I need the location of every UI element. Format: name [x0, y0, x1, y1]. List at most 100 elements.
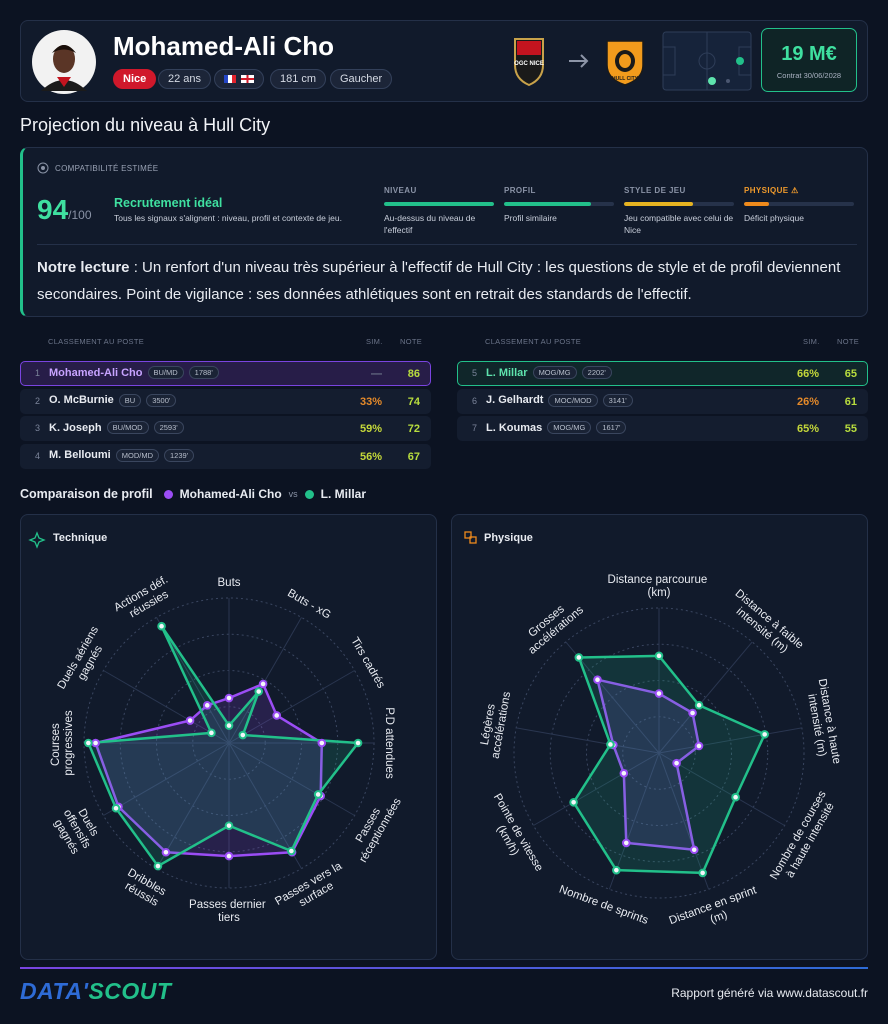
note-header: NOTE	[837, 337, 860, 346]
minutes-tag: 2202'	[581, 366, 612, 379]
player: K. Joseph BU/MOD 2593'	[49, 421, 184, 434]
radar-point	[224, 821, 234, 830]
footer-text: Rapport généré via www.datascout.fr	[671, 986, 868, 1000]
note: 72	[407, 423, 420, 435]
axis-label: Duels aériens gagnés	[56, 622, 114, 698]
minutes-tag: 1239'	[163, 448, 195, 462]
radar-point	[84, 738, 93, 748]
signal: PHYSIQUE ⚠ Déficit physique	[744, 186, 854, 224]
contract: Contrat 30/06/2028	[776, 71, 842, 80]
axis-label: Passes vers la surface	[273, 859, 353, 920]
rank: 7	[472, 423, 478, 433]
signal: STYLE DE JEU Jeu compatible avec celui de…	[624, 186, 734, 236]
radar-point	[272, 711, 282, 720]
radar-title: Technique	[53, 532, 107, 544]
minutes-tag: 3500'	[146, 393, 177, 407]
radar-chart: Physique Distance parcourue (km) Distance…	[464, 531, 843, 927]
score-max: /100	[68, 208, 92, 222]
player-name: L. Koumas	[486, 421, 543, 434]
position-tag: MOG/MG	[532, 366, 577, 379]
comparison-title: Comparaison de profil	[20, 487, 153, 501]
axis-label: Buts - xG	[285, 587, 333, 621]
radar-point	[688, 708, 697, 718]
brand: DATA'SCOUT	[20, 978, 171, 1005]
radar-axis	[228, 670, 355, 744]
note: 61	[844, 395, 857, 408]
club-logo-text: OGC NICE	[514, 61, 544, 67]
rank-header: CLASSEMENT AU POSTE	[48, 337, 145, 346]
signal: NIVEAU Au-dessus du niveau de l'effectif	[384, 186, 494, 236]
player-name: M. Belloumi	[49, 449, 111, 461]
similarity: —	[371, 368, 382, 380]
ranking-row: 2 O. McBurnie BU 3500' 33% 74	[20, 388, 431, 414]
radar-point	[91, 738, 100, 748]
radar-axis	[658, 641, 753, 754]
legend-label: Mohamed-Ali Cho	[179, 487, 282, 501]
note: 74	[407, 395, 420, 408]
minutes-tag: 1617'	[596, 421, 627, 434]
axis-label: Tirs cadrés	[348, 636, 387, 691]
signal-text: Profil similaire	[504, 213, 557, 223]
radar-point	[731, 792, 740, 802]
radar-point	[161, 847, 171, 857]
radar-point	[760, 730, 769, 739]
axis-label: Buts	[217, 577, 240, 589]
position-tag: MOD/MD	[115, 448, 159, 462]
radar-panel: Physique Distance parcourue (km) Distance…	[451, 514, 868, 960]
axis-label: Distance parcourue (km)	[608, 574, 711, 599]
minutes-tag: 2593'	[153, 421, 184, 434]
price-box: 19 M€ Contrat 30/06/2028	[761, 28, 857, 92]
radar-point	[238, 730, 248, 740]
signal-label: NIVEAU	[384, 186, 417, 195]
radar-point	[654, 651, 664, 661]
radar-axis	[533, 752, 660, 826]
position-tag: MOG/MG	[547, 421, 592, 434]
similarity: 26%	[796, 395, 819, 408]
radar-panel: Technique Buts Buts - xG Tirs cadrés P.D at…	[20, 514, 437, 960]
radar-point	[153, 861, 163, 871]
compat-score: 94/100	[37, 194, 92, 226]
sim-header: SIM.	[803, 337, 820, 346]
signal-label: STYLE DE JEU	[624, 186, 686, 195]
note-header: NOTE	[400, 337, 423, 346]
grid-ring	[513, 607, 805, 899]
player-name: O. McBurnie	[49, 394, 114, 406]
radar-area	[572, 654, 766, 875]
rank: 6	[472, 395, 478, 406]
brand-a: DATA'	[20, 978, 89, 1004]
radar-chart: Technique Buts Buts - xG Tirs cadrés P.D at…	[28, 531, 404, 924]
ranking-row: 7 L. Koumas MOG/MG 1617' 65% 55	[457, 416, 868, 441]
legend-dot	[163, 489, 173, 499]
note: 65	[844, 368, 857, 380]
signal-bar	[384, 202, 494, 206]
ranking-row: 1 Mohamed-Ali Cho BU/MD 1788' — 86	[20, 361, 431, 386]
similarity: 56%	[359, 450, 382, 463]
player-header: Mohamed-Ali Cho Nice 22 ans 181 cm Gauch…	[20, 20, 868, 102]
ranking-table: 5 L. Millar MOG/MG 2202' 66% 65 6 J. Gelhardt MO…	[457, 361, 868, 473]
brand-b: SCOUT	[88, 978, 172, 1004]
legend-label: L. Millar	[320, 487, 366, 501]
lecture: Notre lecture : Un renfort d'un niveau t…	[37, 254, 862, 308]
signal-bar	[624, 202, 694, 206]
signal-bar	[504, 202, 591, 206]
position-tag: BU	[118, 393, 142, 407]
comparison-legend: Comparaison de profil Mohamed-Ali Cho vs…	[20, 487, 366, 501]
section-title: Projection du niveau à Hull City	[20, 115, 271, 135]
verdict-text: Tous les signaux s'alignent : niveau, pr…	[114, 213, 342, 223]
signal-text: Au-dessus du niveau de l'effectif	[384, 213, 476, 235]
footer-line	[20, 967, 868, 969]
foot-badge: Gaucher	[330, 69, 393, 89]
player-name: J. Gelhardt	[486, 394, 544, 406]
axis-label: Distance à faible intensité (m)	[724, 588, 808, 664]
axis-label: Courses progressives	[50, 710, 75, 775]
note: 55	[844, 423, 857, 435]
signal-label: PHYSIQUE ⚠	[744, 186, 799, 195]
radar-point	[111, 803, 121, 813]
signal-label: PROFIL	[504, 186, 536, 195]
radar-area	[596, 678, 701, 851]
player-name: K. Joseph	[49, 421, 102, 434]
signal-text: Jeu compatible avec celui de Nice	[624, 213, 734, 235]
axis-label: Dribbles réussis	[119, 867, 171, 911]
legend-dot	[304, 489, 314, 499]
